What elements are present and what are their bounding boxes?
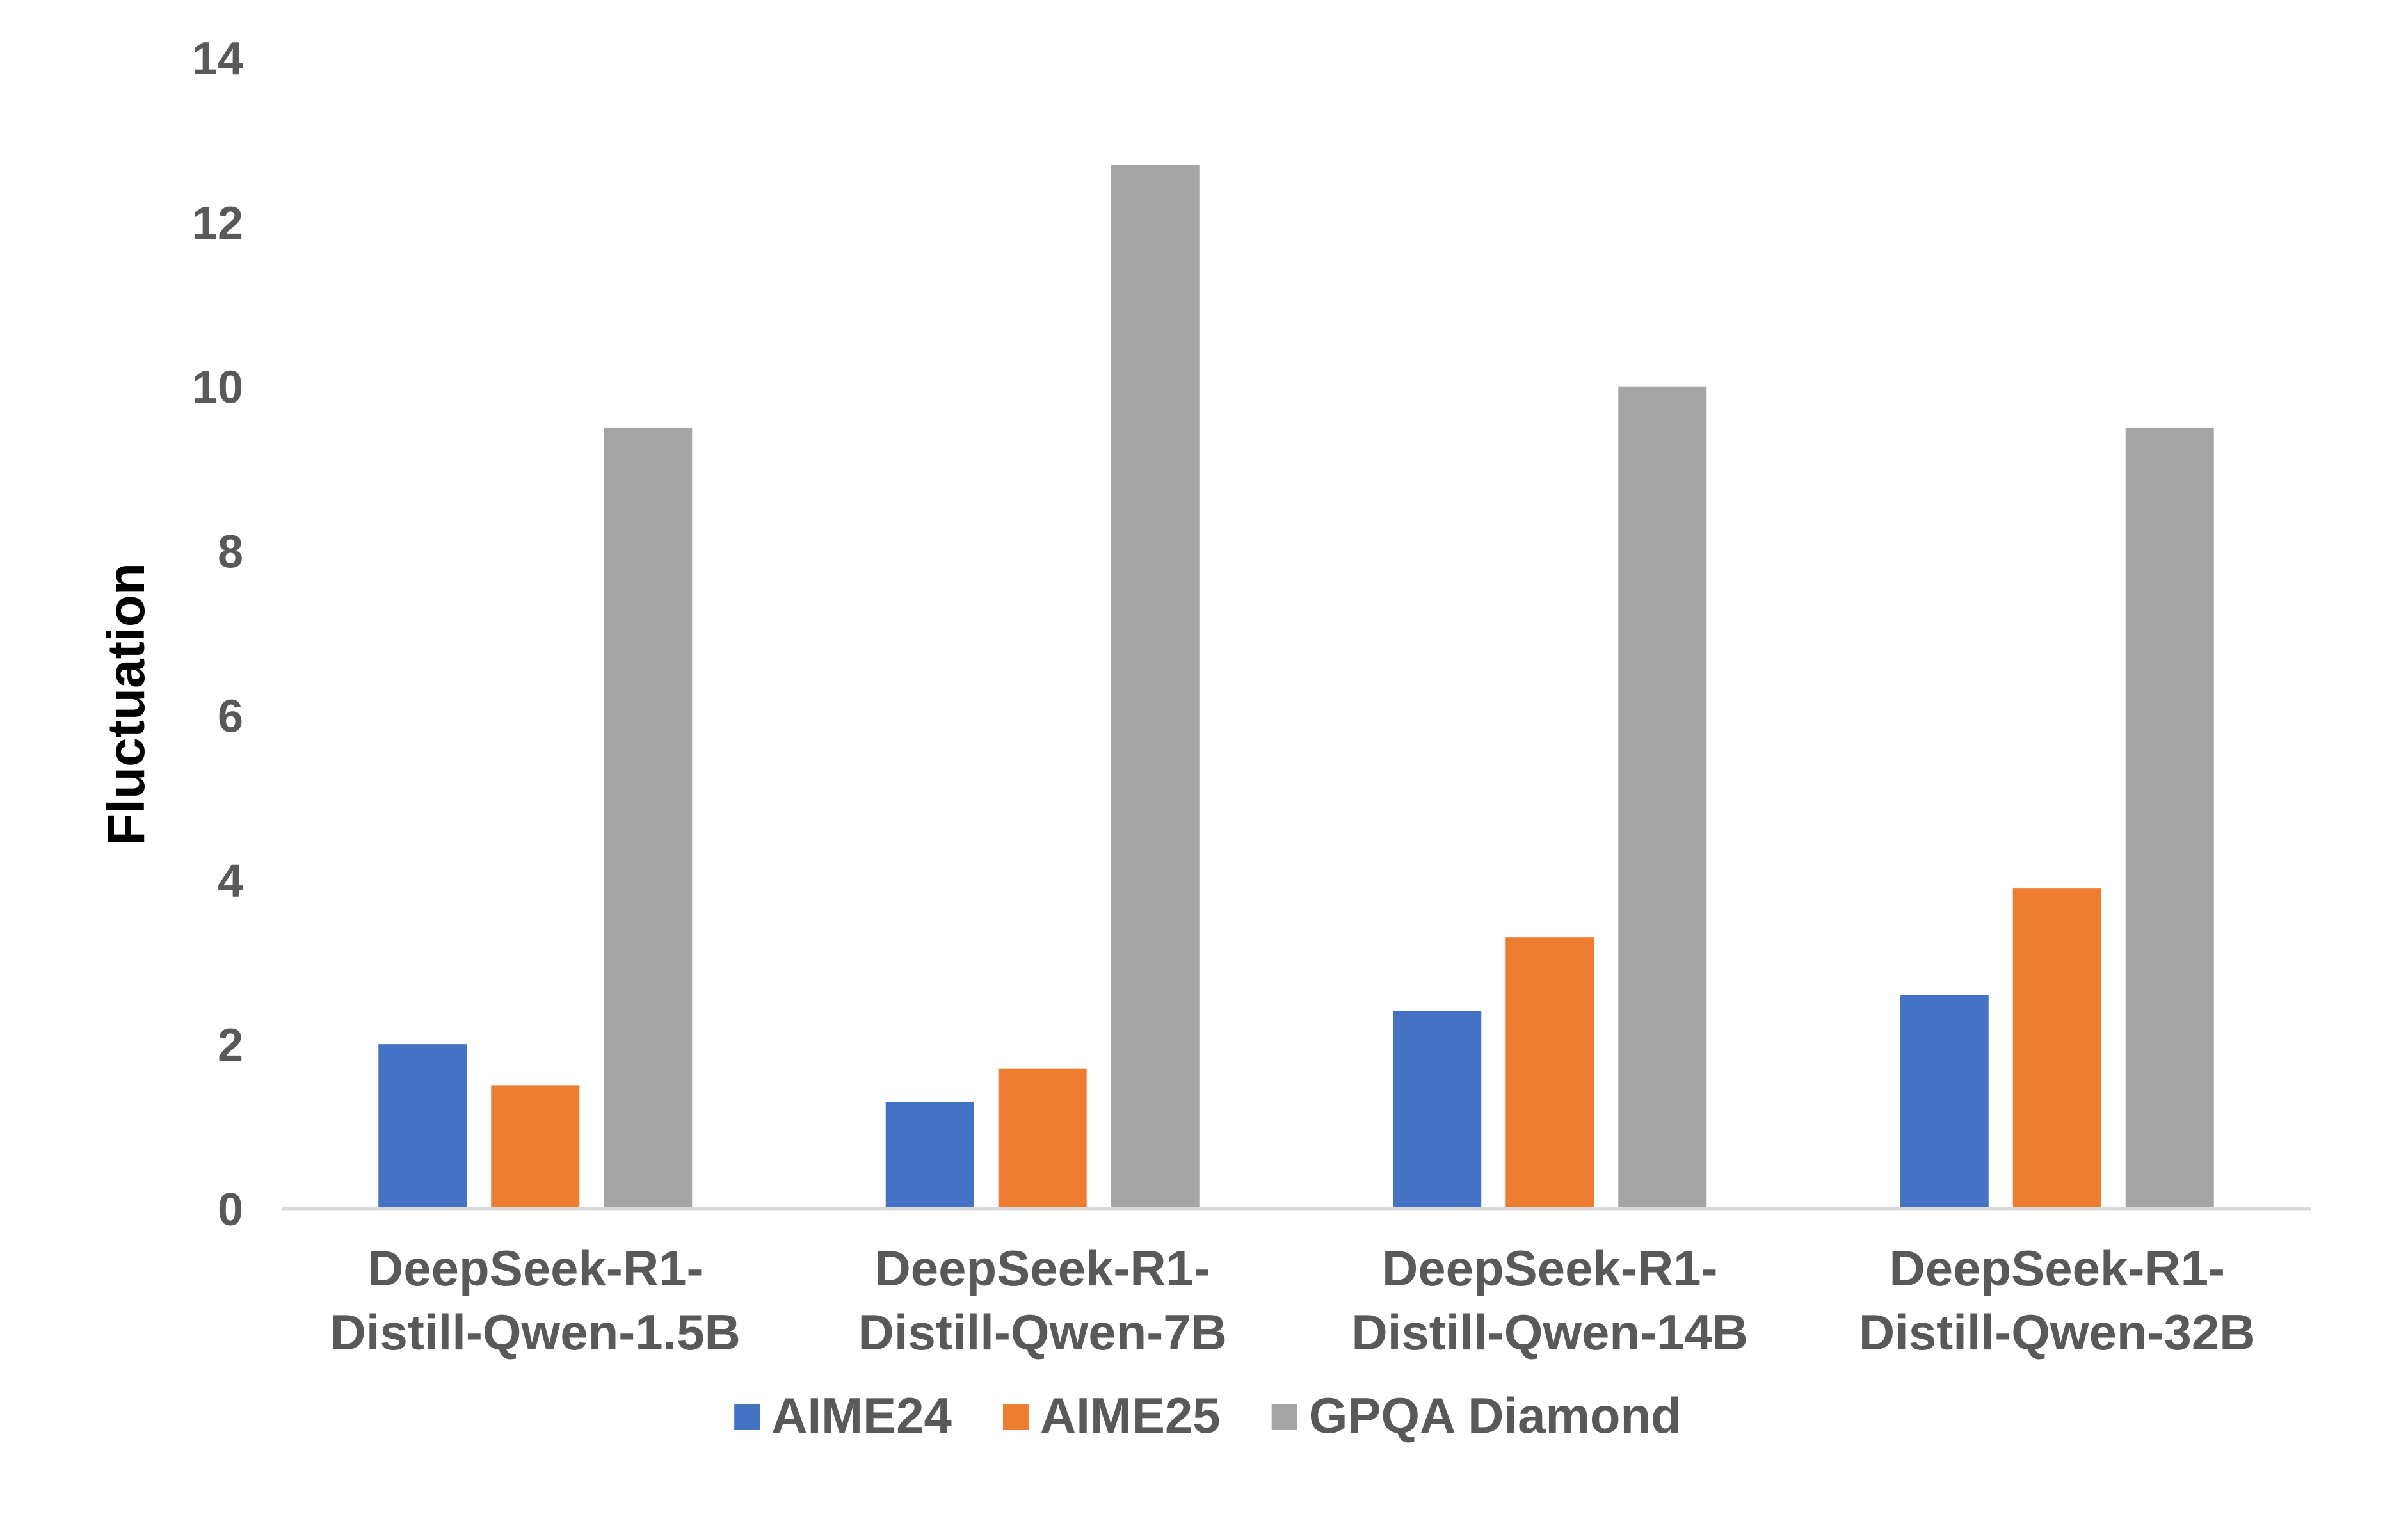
y-tick-label: 6: [218, 691, 243, 742]
legend-swatch-aime25: [1002, 1404, 1029, 1430]
bar-aime24-2: [1393, 1011, 1482, 1209]
legend: AIME24 AIME25 GPQA Diamond: [734, 1387, 1682, 1444]
bar-gpqa-diamond-0: [604, 427, 693, 1209]
bar-aime25-0: [491, 1085, 580, 1209]
category-labels: DeepSeek-R1- Distill-Qwen-1.5B DeepSeek-R1…: [330, 1240, 2256, 1360]
y-axis-title: Fluctuation: [97, 563, 156, 846]
x-category-label: DeepSeek-R1-: [367, 1240, 703, 1296]
bar-aime25-2: [1505, 937, 1594, 1209]
y-tick-label: 2: [218, 1020, 243, 1071]
y-tick-label: 12: [192, 198, 243, 249]
y-tick-label: 10: [192, 362, 243, 414]
legend-label: AIME25: [1040, 1387, 1221, 1444]
x-category-label: DeepSeek-R1-: [1889, 1240, 2225, 1296]
bar-gpqa-diamond-1: [1111, 164, 1200, 1209]
legend-swatch-aime24: [734, 1404, 760, 1430]
bar-aime24-3: [1900, 995, 1989, 1209]
bar-aime24-0: [378, 1044, 467, 1209]
x-category-label: Distill-Qwen-14B: [1351, 1304, 1748, 1360]
bar-gpqa-diamond-3: [2125, 427, 2214, 1209]
bar-aime25-3: [2012, 888, 2101, 1209]
bar-aime24-1: [885, 1102, 974, 1209]
y-tick-label: 8: [218, 527, 243, 578]
bar-aime25-1: [998, 1068, 1087, 1209]
x-category-label: Distill-Qwen-32B: [1859, 1304, 2256, 1360]
x-category-label: Distill-Qwen-1.5B: [330, 1304, 741, 1360]
x-category-label: DeepSeek-R1-: [1382, 1240, 1718, 1296]
bar-gpqa-diamond-2: [1618, 386, 1707, 1209]
legend-swatch-gpqa-diamond: [1271, 1404, 1297, 1430]
y-axis-ticks: 0 2 4 6 8 10 12 14: [192, 33, 243, 1235]
y-tick-label: 4: [218, 855, 243, 906]
x-category-label: Distill-Qwen-7B: [858, 1304, 1227, 1360]
legend-label: GPQA Diamond: [1309, 1387, 1682, 1444]
x-category-label: DeepSeek-R1-: [874, 1240, 1210, 1296]
legend-label: AIME24: [771, 1387, 952, 1444]
y-tick-label: 0: [218, 1184, 243, 1235]
bars: [378, 164, 2214, 1209]
y-tick-label: 14: [192, 33, 243, 84]
